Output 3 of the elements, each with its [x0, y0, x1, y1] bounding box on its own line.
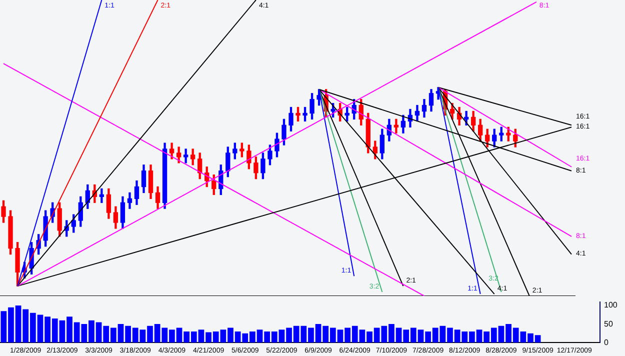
y-tick-label: 50 [604, 319, 614, 328]
y-tick-label: 0 [604, 338, 609, 347]
y-tick-label: 100 [604, 300, 618, 310]
